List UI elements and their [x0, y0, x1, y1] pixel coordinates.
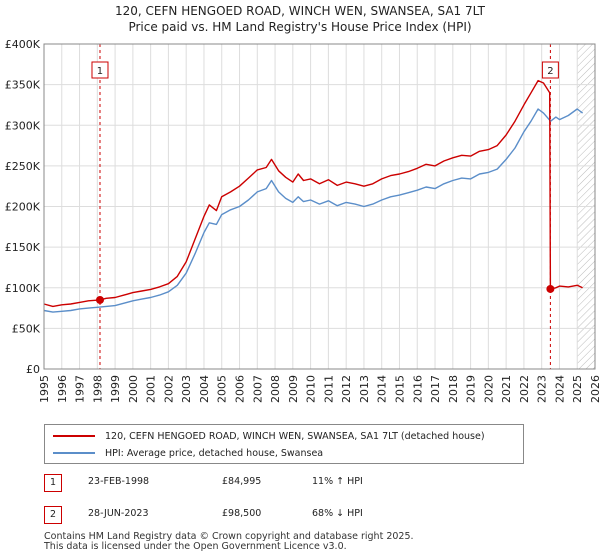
- sale-marker-label: 2: [547, 66, 553, 77]
- sale-date: 28-JUN-2023: [88, 508, 149, 519]
- x-tick-label: 2008: [269, 375, 282, 403]
- footer: Contains HM Land Registry data © Crown c…: [44, 532, 414, 552]
- sale-badge: 2: [44, 506, 62, 524]
- y-tick-label: £150K: [5, 241, 41, 254]
- chart-title-line1: 120, CEFN HENGOED ROAD, WINCH WEN, SWANS…: [115, 4, 485, 18]
- x-tick-label: 2009: [287, 375, 300, 403]
- sale-marker-label: 1: [97, 66, 103, 77]
- sale-date: 23-FEB-1998: [88, 476, 150, 487]
- y-tick-label: £300K: [5, 119, 41, 132]
- x-tick-label: 2004: [198, 375, 211, 403]
- sale-point: [95, 295, 104, 304]
- price-chart: 1995 1996 1997 1998 1999 2000 2001 2002 2003 2004…: [5, 38, 600, 403]
- x-tick-label: 1998: [91, 375, 104, 403]
- y-tick-label: £50K: [12, 322, 41, 335]
- series-line-hpi: [43, 108, 584, 313]
- sale-row: 2 28-JUN-2023 £98,500 68% ↓ HPI: [44, 506, 564, 524]
- x-tick-label: 2005: [216, 375, 229, 403]
- legend-label-hpi: HPI: Average price, detached house, Swan…: [105, 447, 324, 459]
- x-tick-label: 1995: [38, 375, 51, 403]
- x-tick-label: 2023: [536, 375, 549, 403]
- x-tick-label: 2006: [234, 375, 247, 403]
- x-tick-label: 2014: [376, 375, 389, 403]
- footer-line1: Contains HM Land Registry data © Crown c…: [44, 531, 414, 542]
- sale-price: £84,995: [222, 476, 262, 487]
- y-tick-label: £350K: [5, 79, 41, 92]
- x-tick-label: 2013: [358, 375, 371, 403]
- x-tick-label: 2002: [162, 375, 175, 403]
- x-tick-label: 1997: [74, 375, 87, 403]
- x-tick-label: 1996: [56, 375, 69, 403]
- x-tick-label: 2018: [447, 375, 460, 403]
- sale-hpi-change: 68% ↓ HPI: [312, 508, 363, 519]
- series-line-property: [43, 79, 583, 308]
- sale-hpi-change: 11% ↑ HPI: [312, 476, 363, 487]
- legend-item-property: 120, CEFN HENGOED ROAD, WINCH WEN, SWANS…: [53, 429, 485, 443]
- plot-border: [43, 43, 596, 370]
- legend-swatch-hpi: [53, 452, 95, 454]
- sale-point: [546, 284, 555, 293]
- sale-price: £98,500: [222, 508, 262, 519]
- x-tick-label: 2020: [482, 375, 495, 403]
- x-tick-label: 2011: [322, 375, 335, 403]
- x-tick-label: 2017: [429, 375, 442, 403]
- x-tick-label: 2024: [553, 375, 566, 403]
- y-tick-label: £100K: [5, 282, 41, 295]
- x-tick-label: 2001: [145, 375, 158, 403]
- chart-title-line2: Price paid vs. HM Land Registry's House …: [128, 20, 472, 34]
- x-tick-label: 2003: [180, 375, 193, 403]
- x-tick-label: 2012: [340, 375, 353, 403]
- x-tick-label: 1999: [109, 375, 122, 403]
- x-tick-label: 2022: [518, 375, 531, 403]
- x-tick-label: 2010: [305, 375, 318, 403]
- x-tick-label: 2025: [571, 375, 584, 403]
- y-tick-label: £0: [26, 363, 40, 376]
- sale-marker-box: [91, 61, 109, 79]
- sale-badge: 1: [44, 474, 62, 492]
- sale-row: 1 23-FEB-1998 £84,995 11% ↑ HPI: [44, 474, 564, 492]
- x-tick-label: 2026: [589, 375, 600, 403]
- x-tick-label: 2015: [393, 375, 406, 403]
- legend: 120, CEFN HENGOED ROAD, WINCH WEN, SWANS…: [44, 424, 524, 464]
- x-tick-label: 2000: [127, 375, 140, 403]
- y-tick-label: £200K: [5, 201, 41, 214]
- legend-item-hpi: HPI: Average price, detached house, Swan…: [53, 446, 323, 460]
- legend-swatch-property: [53, 435, 95, 437]
- x-tick-label: 2007: [251, 375, 264, 403]
- y-tick-label: £400K: [5, 38, 41, 51]
- footer-line2: This data is licensed under the Open Gov…: [44, 541, 347, 552]
- y-tick-label: £250K: [5, 160, 41, 173]
- legend-label-property: 120, CEFN HENGOED ROAD, WINCH WEN, SWANS…: [105, 430, 485, 442]
- x-tick-label: 2016: [411, 375, 424, 403]
- sale-marker-box: [541, 61, 559, 79]
- x-tick-label: 2021: [500, 375, 513, 403]
- x-tick-label: 2019: [465, 375, 478, 403]
